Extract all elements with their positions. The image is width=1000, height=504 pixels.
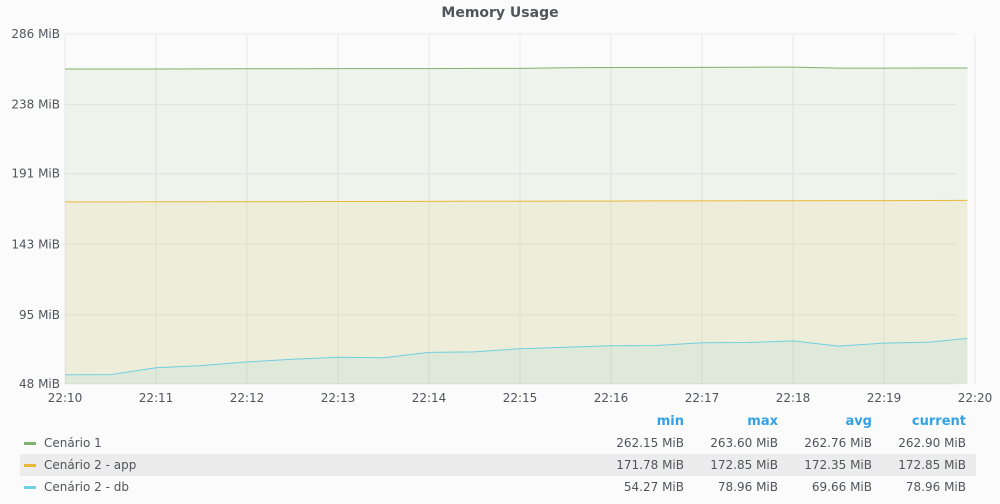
- legend-max: 78.96 MiB: [717, 480, 778, 494]
- series-color-swatch-icon[interactable]: [24, 485, 36, 489]
- legend-min: 171.78 MiB: [616, 458, 684, 472]
- legend-header-current[interactable]: current: [911, 413, 966, 429]
- y-tick-label: 238 MiB: [11, 98, 60, 112]
- y-tick-label: 191 MiB: [11, 167, 60, 181]
- series-line: [65, 199, 968, 203]
- memory-usage-chart: 48 MiB 95 MiB 143 MiB 191 MiB 238 MiB 286 MiB…: [11, 27, 993, 405]
- y-tick-label: 95 MiB: [19, 308, 60, 322]
- legend-header-min[interactable]: min: [656, 413, 684, 429]
- series-color-swatch-icon[interactable]: [24, 463, 36, 467]
- chart-areas: [65, 67, 968, 384]
- series-line: [64, 337, 968, 376]
- legend-table: min max avg current Cenário 1 262.15 MiB…: [20, 410, 976, 498]
- legend-header-max[interactable]: max: [747, 413, 778, 429]
- chart-lines: [64, 66, 968, 376]
- legend-max: 172.85 MiB: [710, 458, 778, 472]
- x-tick-label: 22:12: [230, 391, 265, 405]
- y-tick-label: 143 MiB: [11, 237, 60, 251]
- series-area: [65, 338, 968, 384]
- legend-avg: 172.35 MiB: [804, 458, 872, 472]
- x-tick-label: 22:19: [867, 391, 902, 405]
- x-tick-label: 22:20: [958, 391, 993, 405]
- chart-grid: [64, 33, 976, 385]
- legend-current: 262.90 MiB: [898, 436, 966, 450]
- y-axis: 48 MiB 95 MiB 143 MiB 191 MiB 238 MiB 286 MiB: [11, 27, 60, 391]
- legend-max: 263.60 MiB: [710, 436, 778, 450]
- series-area: [65, 67, 968, 384]
- x-tick-label: 22:14: [412, 391, 447, 405]
- legend-row-cenario-2-app[interactable]: Cenário 2 - app 171.78 MiB 172.85 MiB 17…: [20, 454, 976, 476]
- x-tick-label: 22:10: [48, 391, 83, 405]
- legend-row-cenario-2-db[interactable]: Cenário 2 - db 54.27 MiB 78.96 MiB 69.66…: [20, 476, 976, 498]
- legend-header-avg[interactable]: avg: [845, 413, 872, 429]
- series-area: [65, 200, 968, 384]
- series-color-swatch-icon[interactable]: [24, 441, 36, 445]
- x-tick-label: 22:18: [776, 391, 811, 405]
- x-tick-label: 22:13: [321, 391, 356, 405]
- series-line: [65, 66, 968, 70]
- legend-current: 78.96 MiB: [905, 480, 966, 494]
- legend-avg: 262.76 MiB: [804, 436, 872, 450]
- y-tick-label: 48 MiB: [19, 377, 60, 391]
- legend-series-name[interactable]: Cenário 2 - app: [44, 458, 137, 472]
- legend-row-cenario-1[interactable]: Cenário 1 262.15 MiB 263.60 MiB 262.76 M…: [20, 432, 976, 454]
- legend-avg: 69.66 MiB: [811, 480, 872, 494]
- legend-current: 172.85 MiB: [898, 458, 966, 472]
- panel-title: Memory Usage: [441, 5, 559, 21]
- x-tick-label: 22:11: [139, 391, 174, 405]
- legend-header: min max avg current: [20, 410, 976, 432]
- x-axis: 22:10 22:11 22:12 22:13 22:14 22:15 22:16 22:17…: [48, 391, 993, 405]
- legend-series-name[interactable]: Cenário 2 - db: [44, 480, 129, 494]
- x-tick-label: 22:15: [503, 391, 538, 405]
- y-tick-label: 286 MiB: [11, 27, 60, 41]
- legend-series-name[interactable]: Cenário 1: [44, 436, 102, 450]
- legend-min: 262.15 MiB: [616, 436, 684, 450]
- legend-min: 54.27 MiB: [623, 480, 684, 494]
- x-tick-label: 22:16: [594, 391, 629, 405]
- x-tick-label: 22:17: [685, 391, 720, 405]
